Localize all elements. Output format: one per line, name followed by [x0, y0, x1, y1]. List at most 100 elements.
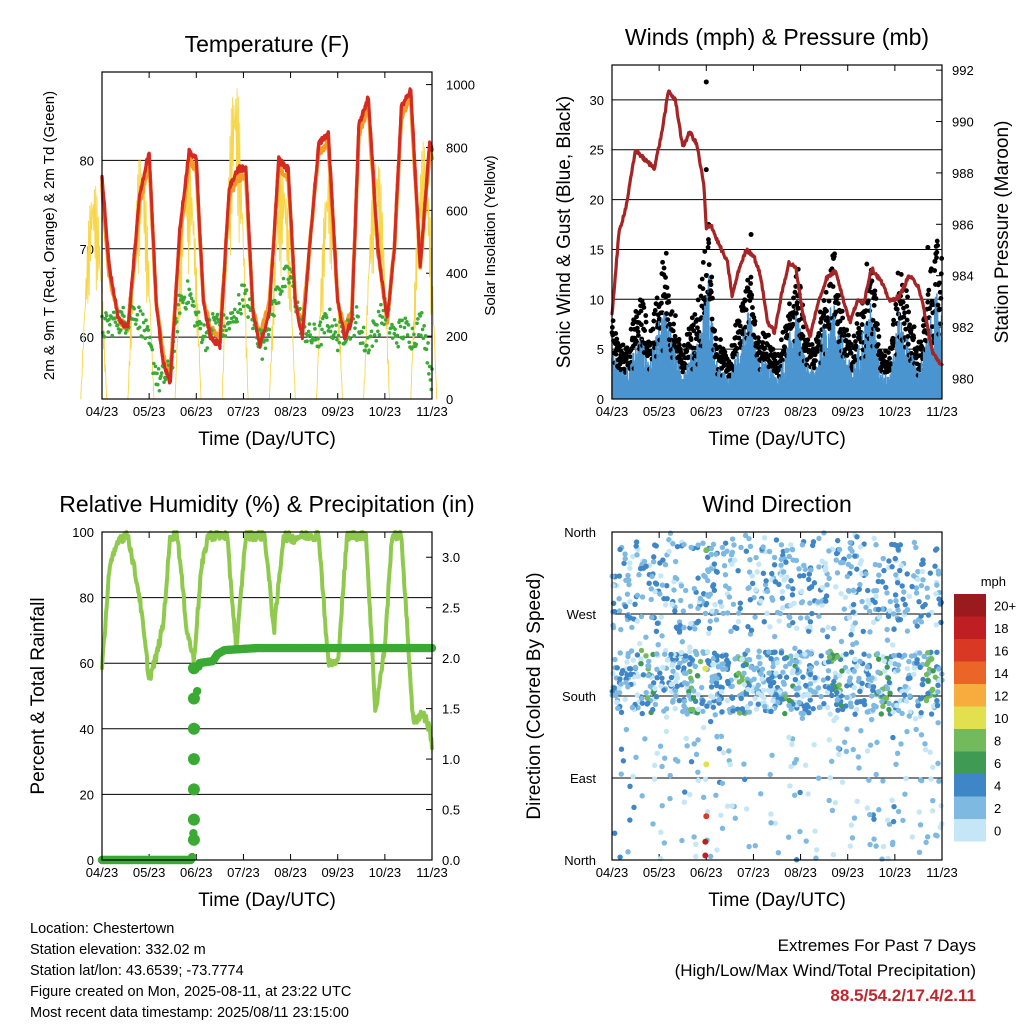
- wind-direction-point: [739, 706, 746, 712]
- dewpoint-point: [102, 334, 107, 339]
- gust-point: [653, 301, 659, 307]
- dewpoint-point: [400, 318, 404, 323]
- dewpoint-point: [331, 333, 336, 337]
- colorbar-swatch: [954, 729, 986, 752]
- wind-direction-point: [764, 588, 771, 594]
- wind-direction-point: [717, 599, 724, 605]
- wind-direction-point: [763, 578, 769, 584]
- wind-direction-point: [876, 572, 882, 578]
- wind-direction-point: [688, 675, 694, 681]
- dewpoint-point: [396, 344, 401, 349]
- wind-direction-point: [678, 649, 684, 656]
- dewpoint-point: [415, 321, 419, 326]
- wind-direction-point: [916, 809, 923, 815]
- wind-direction-point: [785, 834, 792, 840]
- gust-point: [901, 314, 907, 320]
- wind-direction-point: [825, 659, 832, 665]
- wind-direction-point: [616, 596, 622, 602]
- wind-direction-point: [700, 540, 706, 546]
- wind-direction-point: [823, 598, 829, 604]
- wind-direction-point: [622, 603, 629, 610]
- gust-point: [927, 306, 932, 311]
- gust-point: [816, 331, 822, 336]
- wind-direction-point: [844, 726, 850, 732]
- wind-direction-point: [679, 639, 686, 645]
- dewpoint-point: [266, 332, 271, 337]
- wind-direction-point: [710, 694, 716, 700]
- wind-direction-point: [932, 674, 939, 680]
- wind-direction-point: [768, 820, 774, 826]
- dewpoint-point: [192, 304, 196, 308]
- gust-point: [650, 326, 656, 332]
- dewpoint-point: [115, 323, 120, 327]
- dewpoint-point: [108, 322, 112, 327]
- gust-point: [680, 369, 686, 375]
- gust-point: [695, 325, 700, 331]
- dewpoint-point: [419, 333, 423, 338]
- dewpoint-point: [332, 318, 337, 322]
- wind-direction-point: [874, 650, 881, 657]
- wind-direction-point: [768, 708, 774, 715]
- wind-direction-point: [672, 687, 679, 694]
- wind-direction-point: [643, 634, 649, 640]
- wind-direction-point: [892, 555, 898, 562]
- gust-point: [844, 327, 850, 333]
- wind-direction-point: [684, 711, 690, 717]
- wind-direction-point: [849, 835, 856, 841]
- wind-direction-point: [875, 656, 882, 662]
- gust-point: [930, 324, 935, 330]
- dewpoint-point: [327, 325, 331, 330]
- latlon-text: Station lat/lon: 43.6539; -73.7774: [30, 963, 244, 979]
- wind-direction-point: [813, 847, 820, 853]
- dewpoint-point: [387, 331, 392, 335]
- wind-direction-point: [617, 676, 623, 682]
- gust-point: [901, 321, 907, 326]
- x-tick-label: 07/23: [737, 404, 770, 419]
- dewpoint-point: [403, 316, 408, 321]
- y2-tick-label: 980: [952, 371, 974, 386]
- wind-direction-point: [627, 817, 633, 823]
- wind-direction-point: [854, 798, 860, 805]
- wind-direction-point: [667, 795, 673, 802]
- x-tick-label: 10/23: [369, 865, 402, 880]
- wind-direction-point: [702, 573, 708, 580]
- colorbar-label: 10: [994, 711, 1008, 726]
- gust-point: [934, 249, 940, 255]
- wind-direction-point: [692, 626, 698, 632]
- dewpoint-point: [222, 324, 227, 329]
- wind-direction-point: [800, 674, 806, 680]
- wind-direction-point: [875, 688, 882, 695]
- y2-tick-label: 0.5: [442, 803, 460, 818]
- dewpoint-point: [199, 340, 204, 345]
- wind-direction-point: [713, 792, 719, 798]
- y2-tick-label: 982: [952, 320, 974, 335]
- wind-direction-point: [728, 628, 734, 635]
- wind-direction-point: [703, 602, 709, 608]
- wind-direction-point: [624, 659, 630, 665]
- wind-direction-point: [621, 560, 627, 567]
- gust-point: [864, 261, 870, 267]
- dewpoint-point: [418, 314, 423, 318]
- wind-direction-point: [900, 817, 906, 824]
- wind-direction-point: [711, 650, 718, 656]
- wind-direction-point: [766, 670, 772, 676]
- x-tick-label: 11/23: [926, 865, 958, 880]
- gust-point: [750, 305, 755, 310]
- wind-direction-point: [743, 806, 750, 812]
- wind-direction-point: [674, 543, 681, 550]
- wind-direction-point: [916, 650, 923, 656]
- wind-direction-point: [914, 576, 921, 582]
- x-tick-label: 05/23: [133, 404, 166, 419]
- gust-point: [734, 346, 740, 351]
- wind-direction-point: [929, 808, 936, 814]
- wind-direction-point: [820, 627, 826, 633]
- wind-direction-point: [622, 696, 628, 702]
- wind-direction-point: [617, 546, 623, 553]
- x-tick-label: 08/23: [274, 404, 307, 419]
- wind-direction-point: [801, 562, 807, 569]
- gust-point: [854, 321, 860, 326]
- gust-point: [863, 308, 869, 314]
- wind-direction-point: [673, 679, 679, 685]
- dewpoint-point: [242, 283, 247, 288]
- gust-point: [934, 238, 940, 244]
